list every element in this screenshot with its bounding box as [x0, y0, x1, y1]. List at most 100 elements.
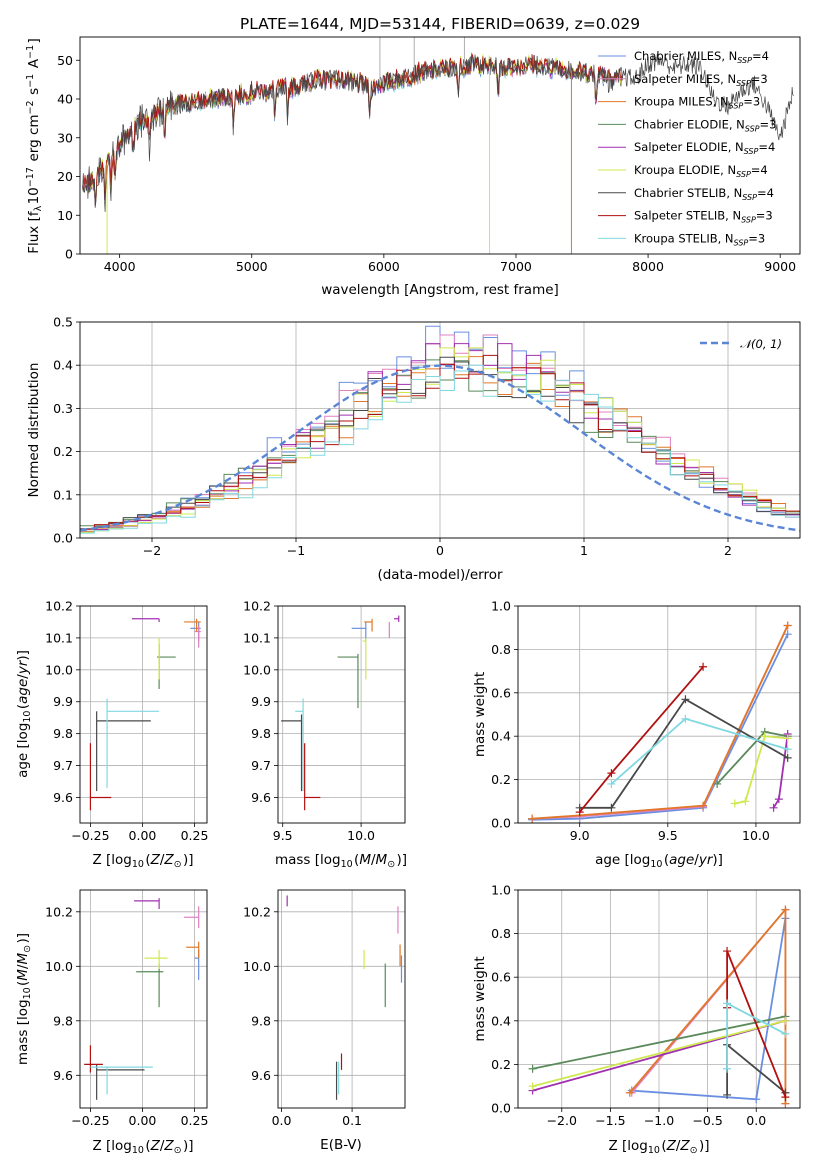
- y-tick-label: 20: [57, 169, 73, 184]
- label-part: 10: [650, 859, 662, 870]
- y-axis-label: Flux [fλ 10−17 erg cm−2 s−1 A−1 ]: [25, 38, 44, 254]
- label-part: M: [376, 852, 388, 868]
- label-part: 10: [132, 1145, 144, 1156]
- plot-area: [84, 898, 200, 1100]
- legend-subscript: SSP: [736, 170, 751, 179]
- label-part: mass [log: [275, 852, 341, 868]
- label-part: (: [145, 852, 150, 868]
- label-part: /: [160, 1138, 165, 1154]
- label-part: Z: [679, 1138, 690, 1154]
- panel-spectrum: 4000 5000 6000 7000 8000 9000 0 10 20 30 40 50 wavel…: [25, 36, 801, 298]
- mass-weight-marker: [625, 1088, 634, 1097]
- mass-weight-line: [532, 625, 789, 820]
- legend-text: =4: [751, 163, 768, 177]
- y-tick-label: 9.8: [53, 726, 73, 741]
- legend-subscript: SSP: [742, 193, 757, 202]
- mass-weight-marker: [681, 714, 690, 723]
- legend-text: =4: [752, 49, 769, 63]
- y-axis-label: age [log10 (age/yr)]: [15, 650, 33, 778]
- label-part: ⊙: [22, 945, 33, 953]
- figure-title: PLATE=1644, MJD=53144, FIBERID=0639, z=0…: [240, 15, 640, 33]
- y-tick-label: 0.0: [53, 531, 73, 546]
- x-tick-label: −1.0: [644, 1113, 674, 1128]
- x-tick-label: 6000: [368, 259, 400, 274]
- y-tick-label: 0.2: [491, 772, 511, 787]
- x-axis-label: Z [log10 (Z/Z⊙ )]: [92, 852, 193, 870]
- legend-subscript: SSP: [745, 124, 760, 133]
- x-tick-label: 9.0: [570, 828, 590, 843]
- mass-weight-marker: [774, 795, 783, 804]
- label-part: Z [log: [92, 852, 131, 868]
- legend-text: =4: [757, 186, 774, 200]
- y-tick-label: 10.1: [243, 630, 271, 645]
- label-part: )]: [699, 1138, 710, 1154]
- axes-frame: [79, 889, 208, 1109]
- label-part: M: [359, 852, 371, 868]
- y-tick-label: 9.7: [53, 758, 73, 773]
- axes-frame: [517, 605, 801, 824]
- legend-entry: Chabrier ELODIE, NSSP=3: [634, 117, 776, 133]
- y-tick-label: 10: [57, 208, 73, 223]
- x-tick-label: 0.0: [272, 1113, 292, 1128]
- x-tick-label: −2.0: [547, 1113, 577, 1128]
- label-part: (: [354, 852, 359, 868]
- grid: [518, 889, 800, 1109]
- mass-weight-marker: [528, 1082, 537, 1091]
- x-axis-label: Z [log10 (Z/Z⊙ )]: [608, 1138, 709, 1156]
- legend-entry: Chabrier MILES, NSSP=4: [634, 49, 769, 65]
- legend-subscript: SSP: [737, 56, 752, 65]
- legend-text: Salpeter MILES, N: [634, 72, 736, 86]
- label-part: −1: [25, 74, 36, 88]
- axes-frame: [79, 605, 208, 824]
- model-series-line: [82, 53, 623, 203]
- y-tick-label: 9.6: [53, 790, 73, 805]
- label-part: ⊙: [174, 859, 182, 870]
- mass-weight-line: [610, 717, 788, 785]
- y-tick-label: 30: [57, 130, 73, 145]
- panel-residual_histogram: −2 −1 0 1 2 0.0 0.1 0.2 0.3 0.4 0.5 (data-model)/er…: [26, 315, 801, 583]
- y-tick-label: 1.0: [491, 883, 511, 898]
- legend-entry: Kroupa STELIB, NSSP=3: [634, 231, 765, 247]
- y-tick-label: 0.5: [53, 315, 73, 330]
- mass-weight-marker: [528, 814, 537, 823]
- label-part: Flux [f: [26, 210, 42, 254]
- x-tick-label: −0.5: [692, 1113, 722, 1128]
- mass-weight-marker: [781, 905, 790, 914]
- x-tick-label: 1: [580, 543, 588, 558]
- legend-text: Salpeter STELIB, N: [634, 209, 741, 223]
- x-axis-label: E(B-V): [320, 1137, 362, 1153]
- x-tick-label: 9.5: [658, 828, 678, 843]
- legend-entry: Chabrier STELIB, NSSP=4: [634, 186, 774, 202]
- x-tick-label: −0.25: [71, 828, 109, 843]
- y-axis-label: Normed distribution: [26, 363, 42, 498]
- legend-text: =3: [748, 231, 765, 245]
- y-tick-label: 0: [65, 247, 73, 262]
- x-tick-label: −2: [143, 543, 161, 558]
- label-part: (: [15, 981, 31, 986]
- label-part: /: [160, 852, 165, 868]
- label-part: −17: [25, 167, 36, 187]
- mass-weight-marker: [781, 1093, 790, 1102]
- label-part: (: [661, 1138, 666, 1154]
- label-part: −1: [25, 45, 36, 59]
- legend-text: Chabrier ELODIE, N: [634, 117, 745, 131]
- mass-weight-marker: [783, 745, 792, 754]
- grid: [278, 605, 405, 823]
- mass-weight-marker: [730, 799, 739, 808]
- label-part: erg cm: [26, 114, 42, 165]
- legend-text: Chabrier MILES, N: [634, 49, 737, 63]
- label-part: )]: [712, 852, 723, 868]
- y-tick-label: 9.8: [251, 726, 271, 741]
- mass-weight-line: [532, 633, 789, 821]
- mass-weight-marker: [699, 801, 708, 810]
- label-part: ⊙: [387, 859, 395, 870]
- label-part: /: [15, 964, 31, 969]
- y-axis-label: mass weight: [472, 672, 488, 757]
- y-tick-label: 0.0: [491, 1101, 511, 1116]
- label-part: (: [15, 704, 31, 709]
- y-tick-label: 9.8: [53, 1013, 73, 1028]
- legend-subscript: SSP: [744, 147, 759, 156]
- normal-curve: [80, 364, 800, 532]
- y-tick-label: 9.8: [251, 1013, 271, 1028]
